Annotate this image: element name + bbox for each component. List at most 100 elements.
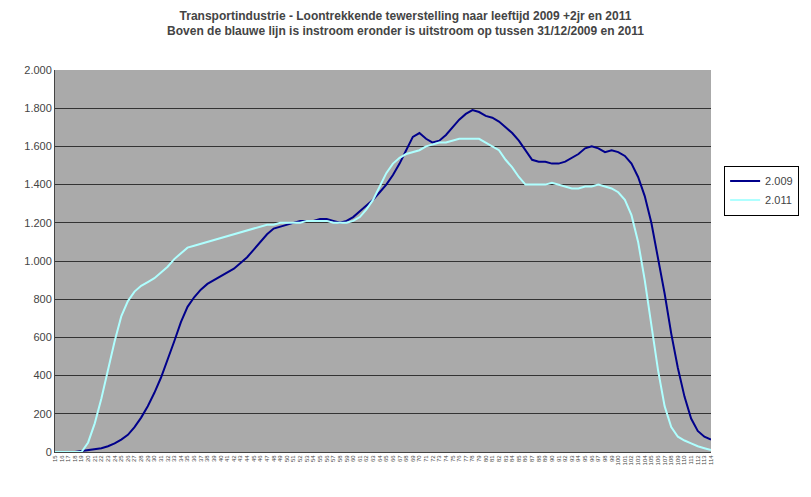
svg-text:2.009: 2.009 [765, 175, 793, 187]
svg-text:105: 105 [648, 455, 654, 466]
svg-text:35: 35 [184, 455, 190, 462]
svg-text:51: 51 [291, 455, 297, 462]
svg-text:52: 52 [297, 455, 303, 462]
svg-text:43: 43 [237, 455, 243, 462]
svg-text:41: 41 [224, 455, 230, 462]
svg-text:48: 48 [271, 455, 277, 462]
svg-text:30: 30 [151, 455, 157, 462]
svg-text:29: 29 [145, 455, 151, 462]
svg-text:69: 69 [410, 455, 416, 462]
svg-text:49: 49 [277, 455, 283, 462]
svg-text:91: 91 [556, 455, 562, 462]
svg-text:36: 36 [191, 455, 197, 462]
svg-text:87: 87 [529, 455, 535, 462]
svg-text:113: 113 [701, 455, 707, 465]
svg-text:80: 80 [483, 455, 489, 462]
svg-text:21: 21 [92, 455, 98, 462]
svg-text:50: 50 [284, 455, 290, 462]
svg-text:86: 86 [522, 455, 528, 462]
svg-text:55: 55 [317, 455, 323, 462]
svg-text:22: 22 [98, 455, 104, 462]
svg-text:34: 34 [178, 455, 184, 462]
svg-text:33: 33 [171, 455, 177, 462]
svg-text:112: 112 [695, 455, 701, 465]
svg-text:96: 96 [589, 455, 595, 462]
svg-text:20: 20 [85, 455, 91, 462]
svg-text:Transportindustrie - Loontrekk: Transportindustrie - Loontrekkende tewer… [167, 9, 644, 39]
svg-text:109: 109 [675, 455, 681, 466]
svg-text:200: 200 [33, 408, 51, 420]
svg-text:1.800: 1.800 [24, 102, 52, 114]
svg-text:110: 110 [681, 455, 687, 465]
svg-text:95: 95 [582, 455, 588, 462]
svg-text:92: 92 [562, 455, 568, 462]
svg-text:104: 104 [642, 455, 648, 466]
svg-text:57: 57 [330, 455, 336, 462]
svg-text:23: 23 [105, 455, 111, 462]
svg-text:56: 56 [324, 455, 330, 462]
svg-text:82: 82 [496, 455, 502, 462]
svg-text:2.011: 2.011 [765, 194, 792, 206]
svg-text:62: 62 [363, 455, 369, 462]
svg-text:45: 45 [251, 455, 257, 462]
svg-text:47: 47 [264, 455, 270, 462]
svg-text:98: 98 [602, 455, 608, 462]
svg-text:107: 107 [662, 455, 668, 466]
svg-text:99: 99 [609, 455, 615, 462]
svg-text:61: 61 [357, 455, 363, 462]
svg-text:32: 32 [165, 455, 171, 462]
svg-text:63: 63 [370, 455, 376, 462]
svg-text:40: 40 [218, 455, 224, 462]
svg-text:1.600: 1.600 [24, 140, 52, 152]
svg-text:78: 78 [469, 455, 475, 462]
svg-text:93: 93 [569, 455, 575, 462]
svg-text:400: 400 [33, 369, 51, 381]
svg-text:84: 84 [509, 455, 515, 462]
svg-text:83: 83 [503, 455, 509, 462]
svg-text:28: 28 [138, 455, 144, 462]
svg-text:90: 90 [549, 455, 555, 462]
svg-text:2.000: 2.000 [24, 64, 52, 76]
svg-text:1.200: 1.200 [24, 217, 52, 229]
svg-text:73: 73 [436, 455, 442, 462]
svg-text:74: 74 [443, 455, 449, 462]
svg-text:108: 108 [668, 455, 674, 466]
svg-text:42: 42 [231, 455, 237, 462]
svg-text:106: 106 [655, 455, 661, 466]
svg-text:111: 111 [688, 455, 694, 465]
svg-text:15: 15 [52, 455, 58, 462]
svg-text:103: 103 [635, 455, 641, 466]
svg-text:38: 38 [204, 455, 210, 462]
svg-text:25: 25 [118, 455, 124, 462]
svg-text:70: 70 [416, 455, 422, 462]
svg-text:81: 81 [489, 455, 495, 462]
svg-text:66: 66 [390, 455, 396, 462]
svg-text:71: 71 [423, 455, 429, 462]
svg-text:102: 102 [628, 455, 634, 466]
svg-text:85: 85 [516, 455, 522, 462]
svg-text:1.000: 1.000 [24, 255, 52, 267]
svg-text:44: 44 [244, 455, 250, 462]
svg-text:64: 64 [377, 455, 383, 462]
svg-text:26: 26 [125, 455, 131, 462]
svg-text:46: 46 [257, 455, 263, 462]
svg-text:101: 101 [622, 455, 628, 466]
svg-text:37: 37 [198, 455, 204, 462]
svg-text:39: 39 [211, 455, 217, 462]
svg-text:76: 76 [456, 455, 462, 462]
svg-text:17: 17 [65, 455, 71, 462]
svg-text:53: 53 [304, 455, 310, 462]
svg-text:100: 100 [615, 455, 621, 466]
svg-text:27: 27 [131, 455, 137, 462]
svg-text:31: 31 [158, 455, 164, 462]
svg-text:79: 79 [476, 455, 482, 462]
svg-text:18: 18 [72, 455, 78, 462]
svg-text:58: 58 [337, 455, 343, 462]
svg-text:1.400: 1.400 [24, 178, 52, 190]
svg-text:19: 19 [78, 455, 84, 462]
svg-text:75: 75 [450, 455, 456, 462]
svg-text:600: 600 [33, 331, 51, 343]
svg-text:114: 114 [708, 455, 714, 465]
svg-text:54: 54 [310, 455, 316, 462]
svg-text:94: 94 [575, 455, 581, 462]
